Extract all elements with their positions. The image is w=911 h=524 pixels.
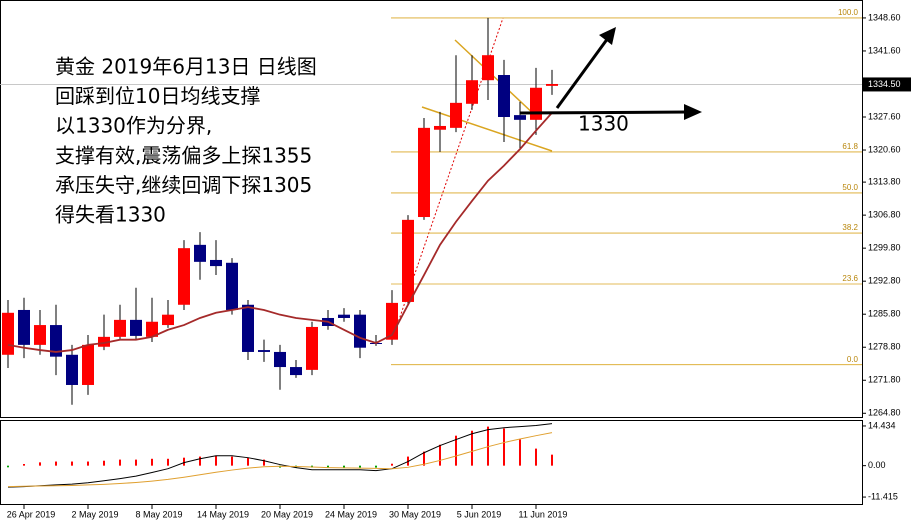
- candle-body: [338, 314, 350, 318]
- y-tick-label: 14.434: [868, 420, 896, 430]
- fib-label: 100.0: [838, 8, 859, 17]
- candle-body: [546, 83, 558, 86]
- arrow: [519, 110, 691, 115]
- candle-body: [82, 344, 94, 385]
- y-tick-label: 1278.80: [868, 342, 901, 352]
- x-tick-label: 24 May 2019: [325, 509, 377, 519]
- current-price-label: 1334.50: [868, 79, 901, 89]
- y-tick-label: -11.415: [868, 491, 898, 501]
- candle-body: [466, 80, 478, 104]
- triangle-line: [421, 106, 553, 152]
- x-tick-label: 14 May 2019: [197, 509, 249, 519]
- candle-body: [194, 244, 206, 262]
- moving-average: [7, 112, 553, 353]
- candle-body: [114, 319, 126, 337]
- candle-body: [50, 325, 62, 357]
- candle-body: [434, 125, 446, 130]
- y-tick-label: 1313.80: [868, 176, 901, 186]
- arrow-head: [599, 27, 616, 45]
- candle-body: [418, 127, 430, 218]
- annotation-line: 承压失守,继续回调下探1305: [55, 173, 312, 197]
- marks: 1348.60 1341.60 1327.60 1320.60 1313.80 1306.…: [0, 8, 911, 519]
- fib-label: 61.8: [842, 142, 858, 151]
- annotation-line: 以1330作为分界,: [55, 114, 212, 138]
- arrow: [555, 37, 610, 109]
- candle-body: [178, 248, 190, 305]
- y-tick-label: 1292.80: [868, 276, 901, 286]
- candle-body: [402, 219, 414, 302]
- annotation-line: 得失看1330: [55, 203, 166, 227]
- candle-body: [66, 354, 78, 385]
- candle-body: [226, 262, 238, 310]
- triangle-line: [454, 39, 539, 119]
- candle-body: [258, 350, 270, 352]
- annotation-line: 支撑有效,震荡偏多上探1355: [55, 143, 312, 167]
- y-tick-label: 0.00: [868, 460, 886, 470]
- y-tick-label: 1306.80: [868, 210, 901, 220]
- fib-label: 50.0: [842, 183, 858, 192]
- macd-line: [7, 432, 553, 488]
- annotation-line: 回踩到位10日均线支撑: [55, 84, 260, 108]
- candle-body: [18, 309, 30, 345]
- candle-body: [210, 259, 222, 267]
- candle-body: [98, 336, 110, 347]
- candle-body: [2, 312, 14, 355]
- candle-body: [306, 326, 318, 370]
- candle-body: [162, 314, 174, 326]
- y-tick-label: 1348.60: [868, 12, 901, 22]
- candle-body: [530, 87, 542, 120]
- macd-line: [7, 423, 553, 488]
- x-tick-label: 26 Apr 2019: [7, 509, 56, 519]
- y-tick-label: 1299.80: [868, 243, 901, 253]
- main-panel-frame: [0, 0, 863, 418]
- y-tick-label: 1320.60: [868, 144, 901, 154]
- x-tick-label: 5 Jun 2019: [457, 509, 502, 519]
- level-label: 1330: [578, 112, 629, 136]
- candle-body: [354, 314, 366, 348]
- macd-panel-frame: [0, 420, 863, 505]
- x-tick-label: 30 May 2019: [389, 509, 441, 519]
- x-tick-label: 11 Jun 2019: [519, 509, 568, 519]
- y-tick-label: 1327.60: [868, 111, 901, 121]
- arrow-head: [684, 104, 702, 120]
- y-tick-label: 1341.60: [868, 45, 901, 55]
- fib-label: 38.2: [842, 223, 858, 232]
- x-tick-label: 20 May 2019: [261, 509, 313, 519]
- y-tick-label: 1264.80: [868, 408, 901, 418]
- candle-body: [130, 319, 142, 336]
- y-tick-label: 1271.80: [868, 375, 901, 385]
- x-tick-label: 2 May 2019: [71, 509, 118, 519]
- y-tick-label: 1285.80: [868, 309, 901, 319]
- candle-body: [482, 55, 494, 81]
- candle-body: [34, 325, 46, 345]
- candle-body: [450, 102, 462, 128]
- candle-body: [146, 321, 158, 337]
- candle-body: [290, 367, 302, 376]
- fib-label: 23.6: [842, 274, 858, 283]
- candle-body: [514, 115, 526, 120]
- x-tick-label: 8 May 2019: [135, 509, 182, 519]
- annotation-line: 黄金 2019年6月13日 日线图: [55, 55, 317, 79]
- fib-label: 0.0: [847, 355, 859, 364]
- current-price-box: [863, 77, 911, 92]
- candle-body: [498, 75, 510, 118]
- candle-body: [242, 304, 254, 352]
- candle-body: [274, 351, 286, 368]
